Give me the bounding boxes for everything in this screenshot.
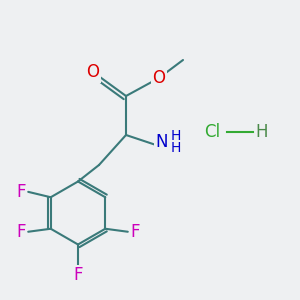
Text: Cl: Cl bbox=[204, 123, 220, 141]
Text: N: N bbox=[156, 133, 168, 151]
Text: F: F bbox=[73, 266, 83, 284]
Text: F: F bbox=[16, 223, 26, 241]
Text: H: H bbox=[255, 123, 268, 141]
Text: H: H bbox=[170, 129, 181, 142]
Text: O: O bbox=[86, 63, 100, 81]
Text: F: F bbox=[16, 183, 26, 201]
Text: H: H bbox=[170, 142, 181, 155]
Text: F: F bbox=[130, 223, 140, 241]
Text: O: O bbox=[152, 69, 166, 87]
